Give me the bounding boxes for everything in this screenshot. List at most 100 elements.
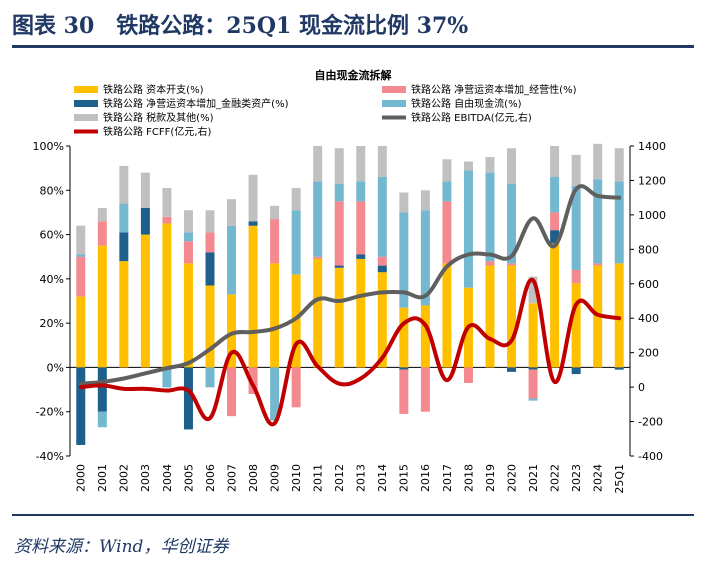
- bar-wc_fin: [140, 208, 150, 235]
- bar-wc_fin: [528, 367, 538, 370]
- category-label: 2022: [548, 464, 561, 492]
- category-label: 2014: [376, 464, 389, 492]
- bar-wc_fin: [356, 254, 366, 259]
- bar-fcf: [420, 210, 430, 306]
- bar-tax_other: [485, 157, 495, 173]
- bar-wc_op: [463, 367, 473, 383]
- bar-wc_fin: [377, 265, 387, 273]
- category-label: 2004: [161, 464, 174, 492]
- category-label: 2017: [441, 464, 454, 492]
- bar-tax_other: [614, 148, 624, 182]
- bar-fcf: [485, 172, 495, 262]
- bar-capex: [162, 223, 172, 368]
- category-label: 2024: [592, 464, 605, 492]
- category-label: 2020: [505, 464, 518, 492]
- legend-label-fcff: 铁路公路 FCFF(亿元,右): [103, 125, 211, 138]
- bar-tax_other: [593, 143, 603, 180]
- bar-fcf: [291, 210, 301, 275]
- left-tick-label: 0%: [47, 361, 64, 374]
- bar-capex: [614, 263, 624, 368]
- bar-capex: [399, 307, 409, 368]
- bar-capex: [119, 261, 129, 368]
- bar-capex: [291, 274, 301, 368]
- bar-tax_other: [420, 190, 430, 211]
- bar-fcf: [528, 398, 538, 401]
- bar-wc_op: [507, 263, 517, 266]
- bar-fcf: [614, 181, 624, 264]
- bar-fcf: [442, 181, 452, 202]
- title-rule: [12, 45, 694, 48]
- category-label: 2001: [96, 464, 109, 492]
- bar-fcf: [76, 254, 86, 257]
- bar-fcf: [313, 181, 323, 257]
- bar-wc_op: [485, 261, 495, 266]
- bar-fcf: [463, 170, 473, 288]
- bar-fcf: [507, 183, 517, 264]
- bar-fcf: [119, 203, 129, 233]
- category-label: 2008: [247, 464, 260, 492]
- legend-swatch-fcf: [382, 100, 406, 107]
- bar-tax_other: [334, 148, 344, 184]
- legend: 铁路公路 资本开支(%) 铁路公路 净营运资本增加_经营性(%) 铁路公路 净营运资…: [74, 83, 577, 138]
- bar-capex: [377, 272, 387, 368]
- bar-fcf: [162, 367, 172, 388]
- bar-fcf: [205, 367, 215, 388]
- category-label: 2011: [312, 464, 325, 492]
- bar-wc_op: [399, 369, 409, 414]
- bar-wc_op: [442, 201, 452, 264]
- bar-capex: [442, 263, 452, 368]
- bar-wc_op: [377, 256, 387, 266]
- category-label: 25Q1: [613, 464, 626, 494]
- legend-label-ebitda: 铁路公路 EBITDA(亿元,右): [411, 111, 532, 124]
- category-label: 2007: [225, 464, 238, 492]
- bar-tax_other: [507, 148, 517, 184]
- bar-tax_other: [442, 159, 452, 182]
- right-tick-label: 1200: [638, 174, 666, 187]
- legend-swatch-wc_op: [382, 86, 406, 93]
- bar-tax_other: [550, 146, 560, 177]
- bar-fcf: [356, 181, 366, 202]
- bar-wc_op: [593, 263, 603, 266]
- category-label: 2019: [484, 464, 497, 492]
- bar-capex: [334, 267, 344, 368]
- bar-wc_op: [270, 219, 280, 264]
- category-label: 2018: [462, 464, 475, 492]
- bar-tax_other: [571, 154, 581, 186]
- bar-capex: [205, 285, 215, 368]
- bar-wc_op: [227, 367, 237, 417]
- right-tick-label: 200: [638, 347, 659, 360]
- bar-tax_other: [227, 199, 237, 226]
- bar-tax_other: [162, 188, 172, 217]
- bar-capex: [420, 305, 430, 368]
- legend-label-wc_op: 铁路公路 净营运资本增加_经营性(%): [411, 83, 577, 96]
- bar-tax_other: [377, 146, 387, 177]
- bar-wc_op: [205, 232, 215, 253]
- bar-fcf: [183, 232, 193, 242]
- bar-wc_op: [420, 367, 430, 412]
- category-label: 2003: [139, 464, 152, 492]
- bar-wc_op: [528, 369, 538, 399]
- line-ebitda: [78, 184, 622, 386]
- legend-swatch-capex: [74, 86, 98, 93]
- bar-wc_fin: [571, 367, 581, 375]
- category-label: 2023: [570, 464, 583, 492]
- right-tick-label: 400: [638, 312, 659, 325]
- bar-tax_other: [291, 188, 301, 211]
- bar-tax_other: [76, 225, 86, 255]
- source-note: 资料来源：Wind，华创证券: [14, 537, 229, 557]
- category-label: 2009: [268, 464, 281, 492]
- left-tick-label: 100%: [33, 140, 64, 153]
- bar-wc_fin: [248, 221, 258, 226]
- left-tick-label: -20%: [36, 406, 64, 419]
- bar-tax_other: [463, 161, 473, 171]
- legend-swatch-wc_fin: [74, 100, 98, 107]
- bar-wc_op: [162, 216, 172, 224]
- bar-wc_fin: [183, 367, 193, 430]
- right-tick-label: 600: [638, 278, 659, 291]
- bar-wc_op: [291, 367, 301, 408]
- category-label: 2005: [182, 464, 195, 492]
- bar-wc_op: [248, 367, 258, 394]
- bars: [76, 143, 624, 445]
- bar-tax_other: [528, 276, 538, 304]
